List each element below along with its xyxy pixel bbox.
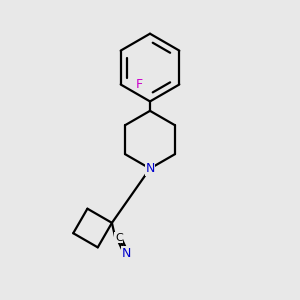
Text: F: F — [135, 78, 142, 91]
Text: N: N — [145, 162, 155, 175]
Text: C: C — [115, 232, 123, 242]
Text: N: N — [122, 247, 131, 260]
